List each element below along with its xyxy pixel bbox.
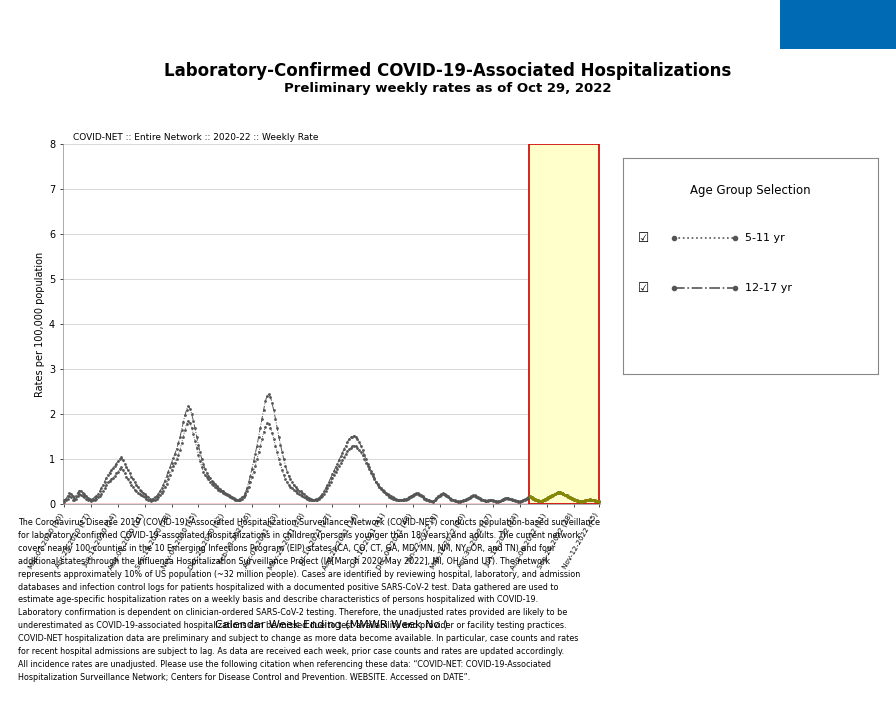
Text: 5-11 yr: 5-11 yr [745, 233, 785, 243]
Text: COVID-NET: COVID-NET [16, 15, 127, 33]
Bar [530, 144, 599, 504]
Text: Age Group Selection: Age Group Selection [690, 184, 811, 197]
Text: Laboratory-Confirmed COVID-19-Associated Hospitalizations: Laboratory-Confirmed COVID-19-Associated… [164, 63, 732, 81]
Y-axis label: Rates per 100,000 population: Rates per 100,000 population [35, 251, 45, 397]
Text: CDC: CDC [821, 17, 855, 32]
Text: The Coronavirus Disease 2019 (COVID-19)-Associated Hospitalization Surveillance : The Coronavirus Disease 2019 (COVID-19)-… [18, 518, 600, 682]
Bar [780, 0, 896, 49]
Text: COVID-NET :: Entire Network :: 2020-22 :: Weekly Rate: COVID-NET :: Entire Network :: 2020-22 :… [73, 132, 319, 142]
Text: ☑: ☑ [638, 282, 650, 294]
Text: 12-17 yr: 12-17 yr [745, 283, 792, 293]
X-axis label: Calendar Week Ending (MMWR Week No.): Calendar Week Ending (MMWR Week No.) [215, 620, 448, 630]
Text: Preliminary weekly rates as of Oct 29, 2022: Preliminary weekly rates as of Oct 29, 2… [284, 82, 612, 95]
Text: A Weekly Summary of U.S. COVID-19 Hospitalization Data: A Weekly Summary of U.S. COVID-19 Hospit… [121, 18, 506, 31]
Text: ☑: ☑ [638, 232, 650, 245]
